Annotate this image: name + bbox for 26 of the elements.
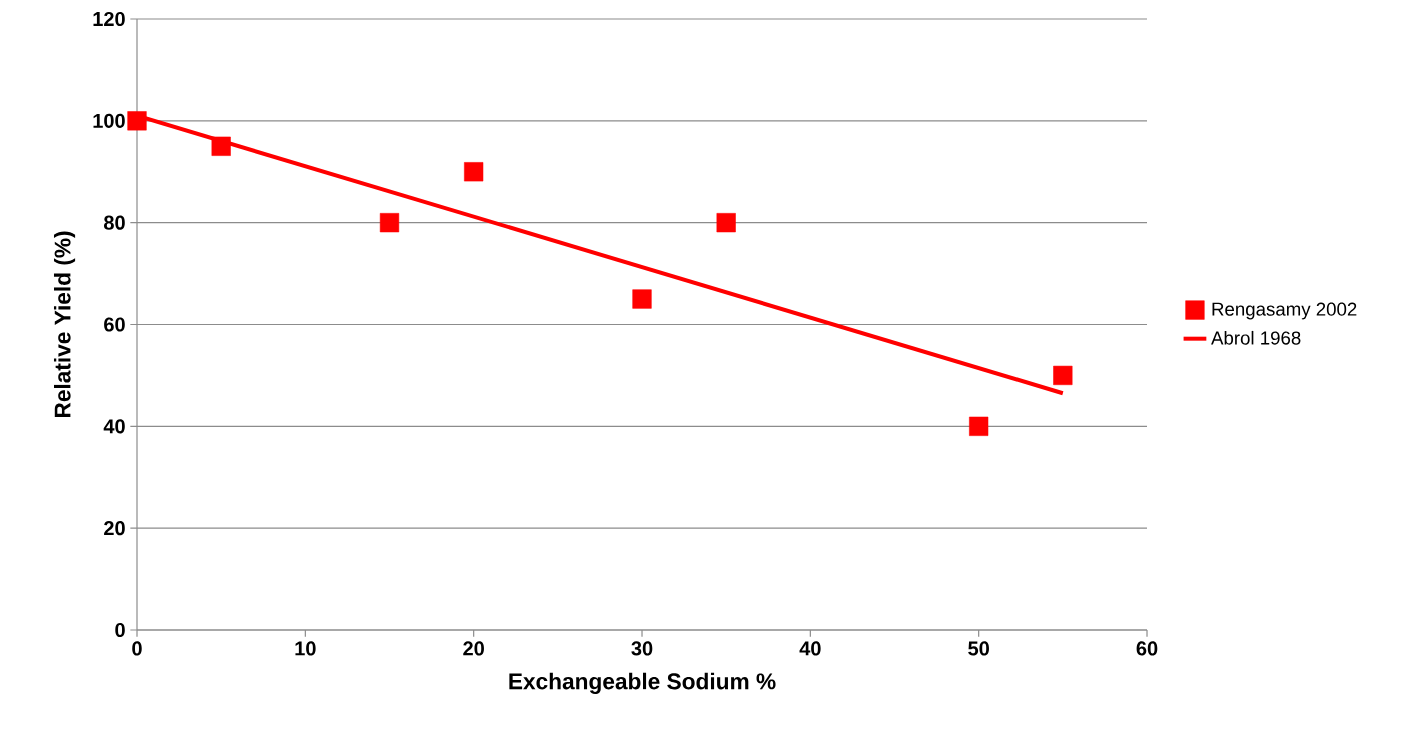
legend-label: Rengasamy 2002	[1212, 302, 1357, 320]
legend-label: Abrol 1968	[1211, 330, 1301, 345]
point	[211, 136, 231, 156]
x-tick-label: 60	[1136, 641, 1158, 656]
x-tick-label: 0	[132, 641, 142, 656]
x-axis-title: Exchangeable Sodium %	[509, 672, 776, 694]
x-tick-label: 20	[463, 641, 484, 656]
y-tick-label: 0	[115, 622, 125, 638]
point	[716, 213, 736, 233]
point	[1053, 365, 1073, 386]
x-tick-label: 50	[968, 641, 989, 656]
x-tick-label: 30	[631, 641, 653, 656]
y-tick-label: 120	[93, 11, 125, 27]
point	[969, 416, 989, 436]
x-tick-label: 10	[295, 641, 316, 656]
y-tick-label: 20	[104, 521, 125, 536]
y-tick-label: 80	[104, 215, 125, 230]
y-tick-label: 60	[104, 317, 125, 332]
y-tick-label: 100	[93, 113, 125, 128]
y-axis-title: Relative Yield (%)	[53, 231, 76, 418]
point	[379, 213, 400, 233]
x-tick-label: 40	[799, 641, 821, 656]
point	[127, 111, 147, 131]
y-tick-label: 40	[103, 419, 125, 434]
point	[464, 162, 484, 182]
point	[632, 289, 652, 309]
